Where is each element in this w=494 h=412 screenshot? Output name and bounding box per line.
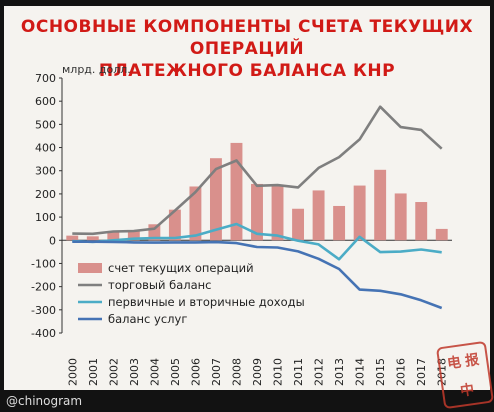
x-tick-label: 2010 xyxy=(272,358,285,386)
bar-current-account xyxy=(271,185,284,241)
chart-panel xyxy=(4,6,490,390)
stamp-character: 电 xyxy=(446,353,463,372)
bar-current-account xyxy=(415,202,428,241)
y-tick-label: 0 xyxy=(49,234,56,247)
y-tick-label: 700 xyxy=(35,72,56,85)
y-tick-label: 600 xyxy=(35,95,56,108)
y-tick-label: 200 xyxy=(35,188,56,201)
y-tick-label: 400 xyxy=(35,142,56,155)
y-tick-label: 300 xyxy=(35,165,56,178)
legend-label: баланс услуг xyxy=(108,312,187,326)
x-tick-label: 2009 xyxy=(251,358,264,386)
title-line-1: ОСНОВНЫЕ КОМПОНЕНТЫ СЧЕТА ТЕКУЩИХ ОПЕРАЦ… xyxy=(20,17,474,59)
x-tick-label: 2014 xyxy=(354,358,367,386)
x-tick-label: 2005 xyxy=(169,358,182,386)
bar-current-account xyxy=(374,169,387,241)
legend-label: торговый баланс xyxy=(108,278,211,292)
x-tick-label: 2007 xyxy=(210,358,223,386)
bar-current-account xyxy=(209,158,222,241)
y-tick-label: -300 xyxy=(31,304,56,317)
bar-current-account xyxy=(251,183,263,241)
series-line-2 xyxy=(72,222,442,261)
x-tick-label: 2008 xyxy=(230,358,243,386)
y-axis-unit-label: млрд. долл. xyxy=(62,63,131,76)
title-line-2: ПЛАТЕЖНОГО БАЛАНСА КНР xyxy=(98,61,396,81)
bar-current-account xyxy=(435,228,448,241)
bar-current-account xyxy=(333,205,346,241)
bar-current-account xyxy=(292,208,305,241)
y-tick-label: -100 xyxy=(31,257,56,270)
bar-current-account xyxy=(66,235,79,241)
x-tick-label: 2012 xyxy=(313,358,326,386)
chart-title: ОСНОВНЫЕ КОМПОНЕНТЫ СЧЕТА ТЕКУЩИХ ОПЕРАЦ… xyxy=(4,16,490,82)
bar-current-account xyxy=(230,142,243,241)
bar-current-account xyxy=(353,185,366,241)
x-tick-label: 2017 xyxy=(415,358,428,386)
bar-current-account xyxy=(312,190,325,241)
watermark-text: @chinogram xyxy=(6,394,83,408)
x-tick-label: 2006 xyxy=(189,358,202,386)
seal-stamp: 电报中 xyxy=(435,340,494,410)
bar-current-account xyxy=(86,236,99,241)
legend-swatch-bar xyxy=(78,263,102,273)
series-line-3 xyxy=(72,240,443,310)
bar-current-account xyxy=(127,230,140,241)
series-line-1 xyxy=(72,105,443,236)
x-tick-label: 2016 xyxy=(395,358,408,386)
x-tick-label: 2018 xyxy=(436,358,449,386)
x-tick-label: 2002 xyxy=(107,358,120,386)
x-tick-label: 2000 xyxy=(66,358,79,386)
y-tick-label: 500 xyxy=(35,118,56,131)
bar-current-account xyxy=(394,193,407,241)
stamp-character: 报 xyxy=(463,351,481,370)
stamp-character: 中 xyxy=(459,381,476,400)
x-tick-label: 2013 xyxy=(333,358,346,386)
x-tick-label: 2001 xyxy=(87,358,100,386)
bar-current-account xyxy=(148,224,161,241)
x-tick-label: 2004 xyxy=(148,358,161,386)
x-tick-label: 2003 xyxy=(128,358,141,386)
y-tick-label: 100 xyxy=(35,211,56,224)
y-tick-label: -200 xyxy=(31,281,56,294)
y-tick-label: -400 xyxy=(31,327,56,340)
bar-current-account xyxy=(168,209,181,241)
x-tick-label: 2011 xyxy=(292,358,305,386)
legend-label: счет текущих операций xyxy=(108,261,254,275)
legend-label: первичные и вторичные доходы xyxy=(108,295,305,309)
bar-current-account xyxy=(189,186,202,241)
bar-current-account xyxy=(107,232,120,241)
x-tick-label: 2015 xyxy=(374,358,387,386)
